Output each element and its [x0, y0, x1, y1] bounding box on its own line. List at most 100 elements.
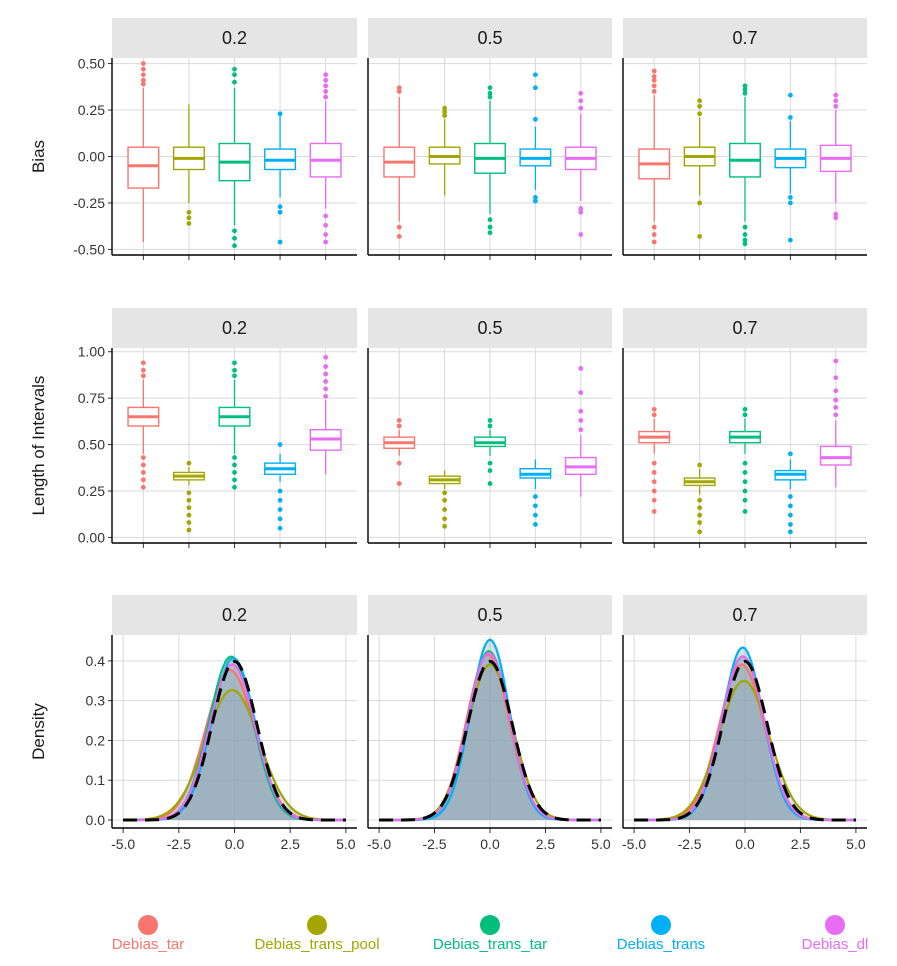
y-tick-label: 0.4	[86, 653, 106, 669]
outlier-point	[140, 81, 146, 87]
outlier-point	[651, 488, 657, 494]
facet-strip	[112, 308, 357, 348]
outlier-point	[651, 497, 657, 503]
facet-strip	[623, 308, 867, 348]
outlier-point	[396, 481, 402, 486]
outlier-point	[532, 503, 538, 509]
legend-key	[307, 915, 327, 935]
outlier-point	[396, 234, 402, 239]
outlier-point	[651, 83, 657, 89]
legend-key	[138, 915, 158, 935]
outlier-point	[651, 68, 657, 74]
outlier-point	[532, 522, 538, 527]
outlier-point	[277, 488, 283, 494]
outlier-point	[651, 412, 657, 418]
outlier-point	[232, 455, 237, 460]
outlier-point	[487, 217, 493, 223]
chart-row-length-of-intervals: Length of Intervals 0.00 0.25 0.50 0.75 1.00 0…	[29, 308, 867, 548]
box-debias-trans-pool	[683, 98, 716, 239]
outlier-point	[742, 232, 748, 237]
box-debias-tar	[127, 360, 160, 490]
legend-item-debias-trans-tar: Debias_trans_tar	[433, 915, 547, 953]
outlier-point	[742, 406, 748, 412]
density-fill-debias-dl	[123, 664, 346, 821]
density-fill-debias-trans	[634, 647, 856, 821]
x-tick-label: -5.0	[111, 836, 135, 852]
outlier-point	[833, 98, 839, 104]
density-fill-debias-tar	[379, 654, 601, 821]
outlier-point	[186, 490, 192, 496]
outlier-point	[186, 512, 192, 518]
outlier-point	[186, 505, 192, 511]
box-debias-trans-tar	[218, 360, 251, 490]
x-tick-label: -2.5	[677, 836, 701, 852]
outlier-point	[742, 497, 748, 503]
outlier-point	[232, 373, 237, 379]
outlier-point	[140, 373, 146, 379]
panel-0.2: 0.2	[111, 18, 357, 260]
outlier-point	[578, 206, 584, 211]
legend-item-debias-tar: Debias_tar	[112, 915, 184, 953]
outlier-point	[578, 418, 584, 423]
y-tick-label: 0.50	[78, 56, 105, 72]
outlier-point	[186, 221, 192, 226]
density-fill-debias-trans-tar	[123, 656, 346, 821]
outlier-point	[140, 455, 146, 460]
box-debias-tar	[127, 61, 160, 242]
outlier-point	[323, 393, 329, 399]
outlier-point	[323, 213, 329, 219]
box-debias-trans	[519, 459, 552, 527]
outlier-point	[323, 364, 329, 369]
outlier-point	[651, 239, 657, 245]
y-tick-label: 0.50	[78, 437, 105, 453]
box-debias-trans	[519, 72, 552, 204]
outlier-point	[833, 375, 839, 381]
panel-0.5: 0.5	[367, 308, 612, 548]
outlier-point	[742, 488, 748, 494]
outlier-point	[532, 72, 538, 78]
box-debias-trans-pool	[428, 470, 461, 529]
x-tick-label: 0.0	[225, 836, 245, 852]
outlier-point	[833, 103, 839, 109]
outlier-point	[697, 505, 703, 511]
y-axis-title: Bias	[29, 140, 48, 173]
outlier-point	[232, 360, 237, 366]
legend-item-debias-trans-pool: Debias_trans_pool	[254, 915, 380, 953]
outlier-point	[578, 105, 584, 111]
outlier-point	[140, 462, 146, 468]
outlier-point	[787, 522, 793, 527]
outlier-point	[651, 74, 657, 79]
x-tick-label: 5.0	[846, 836, 866, 852]
outlier-point	[232, 228, 237, 234]
legend: Debias_tar Debias_trans_pool Debias_trans_…	[112, 915, 868, 953]
outlier-point	[787, 529, 793, 535]
outlier-point	[396, 460, 402, 466]
box-debias-dl	[564, 90, 597, 237]
outlier-point	[277, 442, 283, 447]
box-debias-dl	[309, 354, 342, 475]
legend-label: Debias_trans_tar	[433, 936, 547, 953]
box-debias-dl	[309, 72, 342, 245]
outlier-point	[232, 484, 237, 490]
box-debias-dl	[819, 92, 852, 221]
density-fill-debias-dl	[634, 656, 856, 821]
outlier-point	[323, 232, 329, 237]
facet-label: 0.7	[732, 605, 757, 625]
outlier-point	[323, 222, 329, 228]
facet-strip	[368, 18, 612, 58]
outlier-point	[140, 367, 146, 373]
facet-strip	[112, 18, 357, 58]
outlier-point	[787, 200, 793, 206]
outlier-point	[186, 527, 192, 533]
reference-normal-curve	[123, 659, 346, 822]
box-debias-trans	[264, 442, 297, 531]
x-tick-label: 2.5	[791, 836, 811, 852]
outlier-point	[232, 367, 237, 373]
outlier-point	[232, 243, 237, 249]
outlier-point	[442, 497, 448, 503]
box-debias-dl	[819, 358, 852, 488]
outlier-point	[232, 470, 237, 475]
box-debias-tar	[638, 406, 671, 514]
outlier-point	[323, 379, 329, 384]
